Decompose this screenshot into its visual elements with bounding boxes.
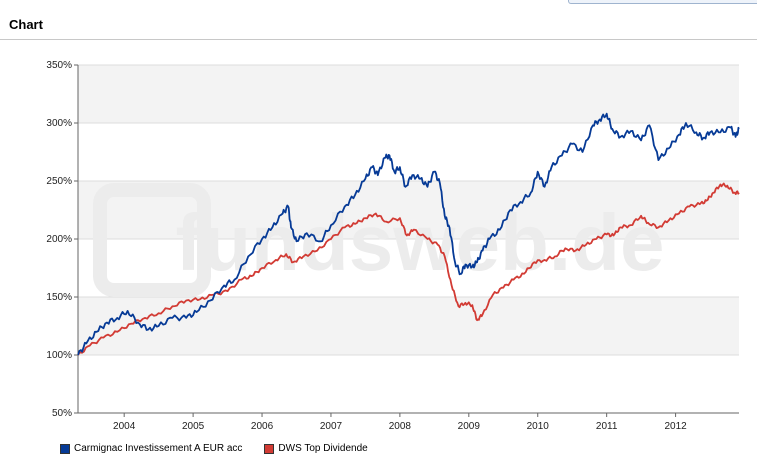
chart-band xyxy=(78,355,739,413)
chart-series xyxy=(77,112,740,356)
x-tick-label: 2004 xyxy=(113,421,136,432)
legend-item-series-2[interactable]: DWS Top Dividende xyxy=(264,443,368,454)
series-line-dws xyxy=(77,182,740,356)
chart-band xyxy=(78,297,739,355)
x-tick-label: 2008 xyxy=(389,421,412,432)
x-tick-label: 2005 xyxy=(182,421,205,432)
top-right-tab-edge xyxy=(568,0,757,4)
chart-band xyxy=(78,123,739,181)
y-tick-label: 200% xyxy=(46,234,72,245)
legend-label-series-2: DWS Top Dividende xyxy=(278,443,368,454)
chart-legend: Carmignac Investissement A EUR acc DWS T… xyxy=(60,443,368,454)
y-tick-label: 350% xyxy=(46,60,72,71)
series-line-carmignac xyxy=(77,112,740,356)
x-tick-label: 2010 xyxy=(527,421,550,432)
y-tick-label: 300% xyxy=(46,118,72,129)
y-tick-label: 250% xyxy=(46,176,72,187)
line-chart: fundsweb.de 50%100%150%200%250%300%350%2… xyxy=(46,60,740,432)
x-tick-label: 2007 xyxy=(320,421,343,432)
legend-swatch-series-1 xyxy=(60,443,70,454)
title-divider xyxy=(0,39,757,40)
y-tick-label: 150% xyxy=(46,292,72,303)
chart-ticks: 50% 100% 150% 200% 250% 300% 350% 2004 2005 2006 2… xyxy=(46,60,687,432)
x-tick-label: 2009 xyxy=(458,421,481,432)
chart-bands xyxy=(78,65,739,413)
x-tick-label: 2011 xyxy=(596,421,618,432)
legend-swatch-series-2 xyxy=(264,443,275,454)
section-title: Chart xyxy=(9,17,43,32)
y-tick-label: 100% xyxy=(46,350,72,361)
legend-label-series-1: Carmignac Investissement A EUR acc xyxy=(74,443,243,454)
x-tick-label: 2012 xyxy=(664,421,687,432)
watermark-logo-icon xyxy=(93,183,211,297)
chart-band xyxy=(78,65,739,123)
legend-item-series-1[interactable]: Carmignac Investissement A EUR acc xyxy=(60,443,242,454)
x-tick-label: 2006 xyxy=(251,421,274,432)
y-tick-label: 50% xyxy=(52,408,72,419)
